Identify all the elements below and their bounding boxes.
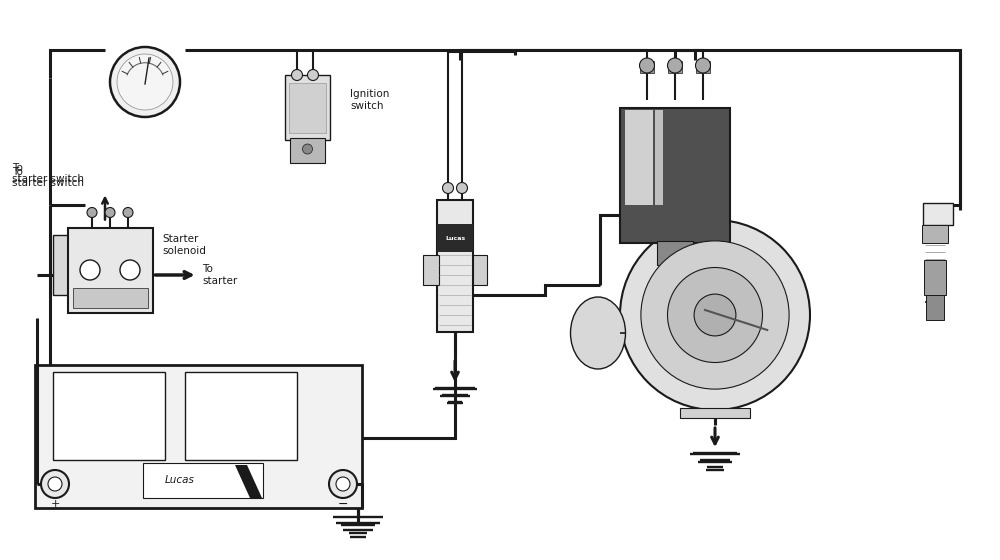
- Circle shape: [668, 58, 682, 73]
- Circle shape: [48, 477, 62, 491]
- Bar: [640, 60, 654, 72]
- Circle shape: [640, 58, 654, 73]
- Bar: [53, 372, 165, 460]
- Bar: [473, 255, 487, 285]
- Circle shape: [308, 69, 318, 81]
- Circle shape: [120, 260, 140, 280]
- Circle shape: [456, 183, 468, 194]
- Circle shape: [41, 470, 69, 498]
- Bar: [290, 138, 325, 163]
- Bar: [625, 110, 653, 205]
- Bar: [696, 60, 710, 72]
- Bar: [185, 372, 297, 460]
- Polygon shape: [235, 465, 262, 498]
- Circle shape: [329, 470, 357, 498]
- Text: Lucas: Lucas: [445, 236, 465, 240]
- Circle shape: [87, 208, 97, 217]
- Bar: [73, 287, 148, 307]
- Circle shape: [80, 260, 100, 280]
- Bar: [437, 200, 473, 332]
- Text: To
starter: To starter: [203, 264, 238, 286]
- Bar: [437, 224, 473, 252]
- Circle shape: [110, 47, 180, 117]
- Circle shape: [620, 220, 810, 410]
- Bar: [657, 240, 693, 264]
- Bar: [620, 108, 730, 242]
- Circle shape: [336, 477, 350, 491]
- Circle shape: [292, 69, 302, 81]
- Bar: [923, 203, 953, 225]
- Bar: [668, 60, 682, 72]
- Circle shape: [123, 208, 133, 217]
- Circle shape: [442, 183, 453, 194]
- Bar: [680, 408, 750, 418]
- Text: Starter
solenoid: Starter solenoid: [162, 234, 206, 256]
- Text: To
starter switch: To starter switch: [12, 167, 84, 188]
- Circle shape: [668, 268, 763, 362]
- Bar: [143, 463, 263, 498]
- Bar: [289, 83, 326, 133]
- Bar: [423, 255, 439, 285]
- Bar: [655, 110, 663, 205]
- Circle shape: [641, 241, 789, 389]
- Bar: [285, 75, 330, 140]
- Text: Lucas: Lucas: [165, 475, 195, 485]
- Bar: [35, 365, 362, 508]
- Bar: [68, 227, 152, 312]
- Bar: [926, 295, 944, 320]
- Text: −: −: [338, 497, 348, 511]
- Ellipse shape: [570, 297, 626, 369]
- Bar: [922, 225, 948, 243]
- Circle shape: [117, 54, 173, 110]
- Text: +: +: [50, 499, 60, 509]
- Bar: [52, 235, 70, 295]
- Circle shape: [694, 294, 736, 336]
- Text: Ignition
switch: Ignition switch: [350, 89, 389, 111]
- Circle shape: [696, 58, 710, 73]
- Text: To
starter switch: To starter switch: [12, 162, 84, 184]
- Bar: [924, 260, 946, 295]
- Circle shape: [105, 208, 115, 217]
- Circle shape: [302, 144, 312, 154]
